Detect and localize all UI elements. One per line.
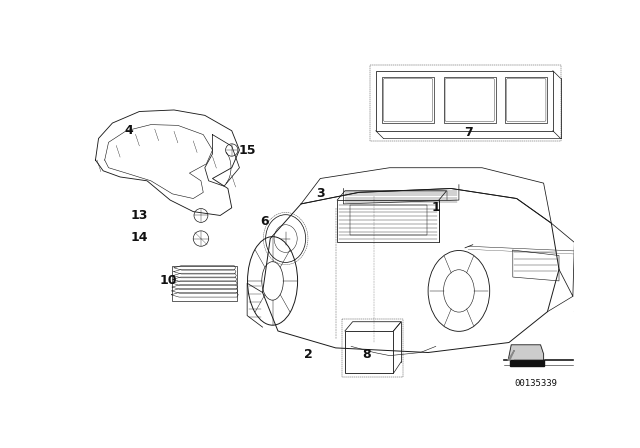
Text: 2: 2 (305, 348, 313, 361)
Bar (382, 77, 435, 123)
Polygon shape (508, 350, 515, 360)
Bar (444, 77, 496, 123)
Bar (345, 331, 394, 373)
Bar (376, 71, 553, 131)
Polygon shape (509, 360, 543, 366)
Text: 6: 6 (260, 215, 269, 228)
Text: 14: 14 (131, 231, 148, 244)
Bar (342, 319, 403, 377)
Text: 4: 4 (124, 124, 133, 137)
Text: 00135339: 00135339 (515, 379, 557, 388)
Text: 15: 15 (239, 143, 256, 156)
Text: 8: 8 (362, 348, 371, 361)
Bar (505, 77, 547, 123)
Text: 7: 7 (464, 126, 472, 139)
Polygon shape (508, 345, 543, 360)
Bar (172, 266, 237, 301)
Bar (588, 279, 638, 310)
Bar (371, 65, 561, 141)
Text: 1: 1 (431, 201, 440, 214)
Bar (349, 205, 427, 236)
Text: 10: 10 (159, 274, 177, 287)
Text: 13: 13 (131, 209, 148, 222)
Bar (337, 200, 439, 242)
Text: 3: 3 (316, 187, 324, 200)
